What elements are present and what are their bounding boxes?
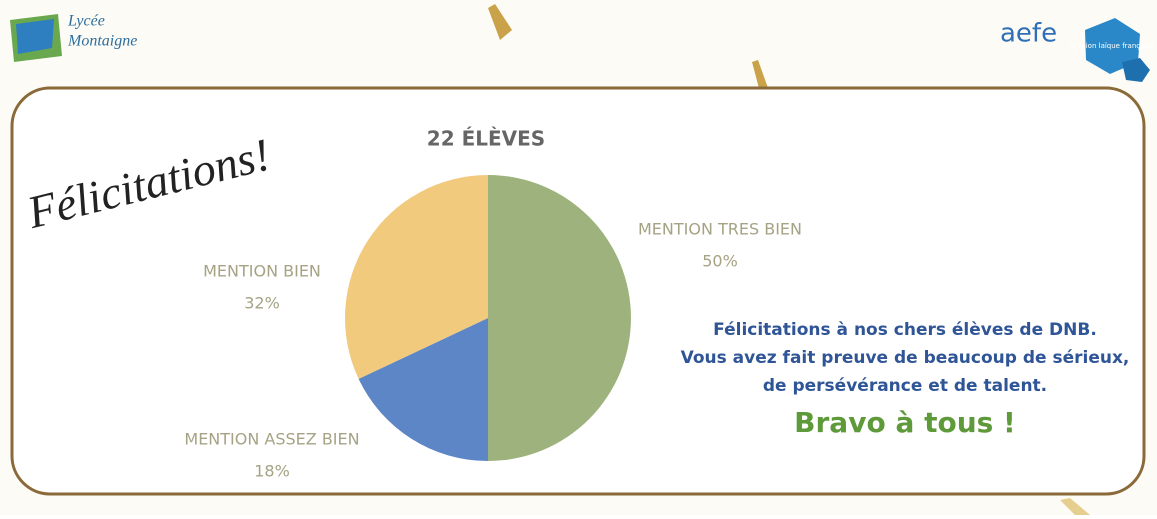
slice-value-label: 32% [244,294,280,313]
chart-title: 22 ÉLÈVES [427,127,545,151]
closing: Bravo à tous ! [794,406,1016,439]
slice-label: MENTION BIEN [203,262,321,281]
message-line: de persévérance et de talent. [763,376,1047,396]
school-logo-text: Lycée [67,13,105,30]
message-line: Félicitations à nos chers élèves de DNB. [713,320,1097,340]
slice-value-label: 18% [254,462,290,481]
slice-label: MENTION TRES BIEN [638,220,802,239]
page: {"header": {"school_logo": ["Lycée", "Mo… [0,0,1157,519]
school-logo-text: Montaigne [67,33,137,50]
mlf-logo-text: mission laïque française [1070,42,1155,50]
slice-label: MENTION ASSEZ BIEN [184,430,359,449]
slide: Lycée Montaigne aefe mission laïque fran… [0,0,1157,515]
aefe-logo: aefe [1000,19,1057,49]
message-line: Vous avez fait preuve de beaucoup de sér… [681,348,1130,368]
slice-value-label: 50% [702,252,738,271]
